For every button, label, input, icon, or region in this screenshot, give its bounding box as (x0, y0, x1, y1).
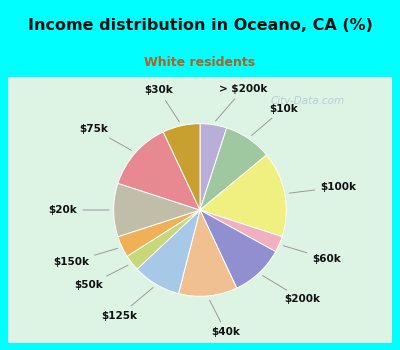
Wedge shape (114, 183, 200, 237)
Text: $200k: $200k (263, 276, 320, 304)
Wedge shape (118, 210, 200, 256)
Wedge shape (200, 128, 266, 210)
Wedge shape (118, 132, 200, 210)
Wedge shape (178, 210, 237, 296)
Text: Income distribution in Oceano, CA (%): Income distribution in Oceano, CA (%) (28, 18, 372, 33)
Text: City-Data.com: City-Data.com (270, 96, 344, 106)
Wedge shape (200, 210, 282, 252)
Wedge shape (200, 155, 286, 237)
Text: > $200k: > $200k (216, 84, 268, 121)
Wedge shape (127, 210, 200, 269)
Text: $75k: $75k (79, 124, 132, 150)
Text: $40k: $40k (210, 300, 240, 337)
Wedge shape (137, 210, 200, 294)
Wedge shape (200, 210, 276, 288)
Text: White residents: White residents (144, 56, 256, 69)
Text: $30k: $30k (144, 85, 179, 122)
Text: $20k: $20k (49, 205, 109, 215)
Text: $150k: $150k (53, 248, 118, 267)
Text: $100k: $100k (289, 182, 356, 193)
Text: $125k: $125k (102, 288, 153, 321)
Text: $10k: $10k (252, 104, 298, 135)
Wedge shape (200, 124, 227, 210)
Wedge shape (163, 124, 200, 210)
Text: $50k: $50k (74, 265, 128, 290)
Text: $60k: $60k (284, 246, 341, 264)
